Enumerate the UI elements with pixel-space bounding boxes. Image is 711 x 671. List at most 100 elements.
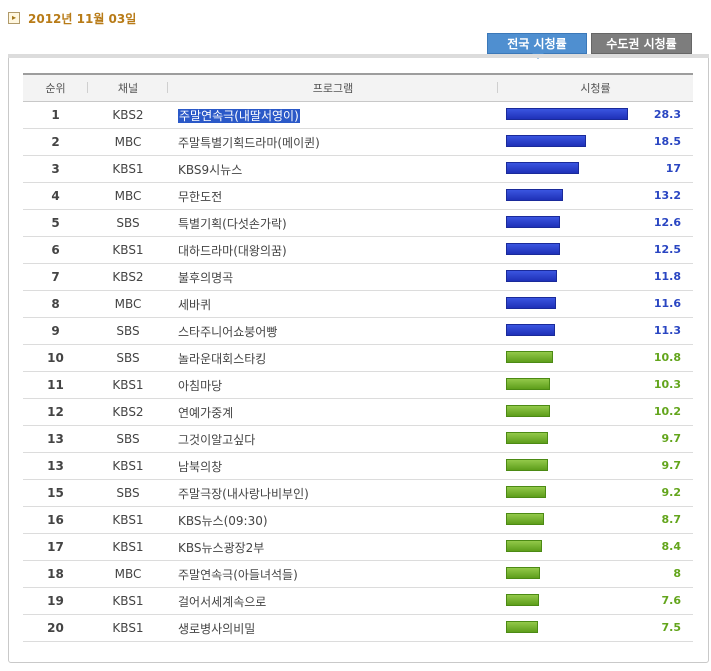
channel-cell: KBS1 (88, 587, 168, 615)
rating-value: 17 (665, 162, 681, 175)
program-title[interactable]: 주말연속극(내딸서영이) (178, 108, 300, 123)
rating-value: 28.3 (653, 108, 681, 121)
rating-bar (506, 351, 553, 363)
program-cell[interactable]: 남북의창 (168, 452, 498, 480)
channel-cell: KBS1 (88, 614, 168, 642)
program-title[interactable]: KBS뉴스광장2부 (178, 540, 265, 555)
rank-cell: 19 (23, 587, 88, 615)
program-cell[interactable]: 연예가중계 (168, 398, 498, 426)
table-row: 19 KBS1 걸어서세계속으로 7.6 (23, 587, 693, 615)
channel-cell: SBS (88, 344, 168, 372)
program-title[interactable]: 대하드라마(대왕의꿈) (178, 243, 287, 258)
rank-cell: 7 (23, 263, 88, 291)
rank-cell: 20 (23, 614, 88, 642)
rating-bar (506, 135, 586, 147)
program-cell[interactable]: 아침마당 (168, 371, 498, 399)
program-cell[interactable]: 무한도전 (168, 182, 498, 210)
program-title[interactable]: 특별기획(다섯손가락) (178, 216, 287, 231)
table-header-row: 순위 채널 프로그램 시청률 (23, 73, 693, 102)
channel-cell: SBS (88, 209, 168, 237)
rating-value: 12.6 (653, 216, 681, 229)
program-title[interactable]: 세바퀴 (178, 297, 212, 312)
program-title[interactable]: 놀라운대회스타킹 (178, 351, 267, 366)
table-row: 20 KBS1 생로병사의비밀 7.5 (23, 614, 693, 642)
rating-cell: 11.8 (498, 263, 693, 291)
program-cell[interactable]: 스타주니어쇼붕어빵 (168, 317, 498, 345)
program-cell[interactable]: 주말연속극(내딸서영이) (168, 101, 498, 129)
program-title[interactable]: 남북의창 (178, 459, 223, 474)
channel-cell: SBS (88, 479, 168, 507)
program-cell[interactable]: 그것이알고싶다 (168, 425, 498, 453)
program-title[interactable]: 생로병사의비밀 (178, 621, 256, 636)
rating-cell: 8.4 (498, 533, 693, 561)
program-cell[interactable]: 걸어서세계속으로 (168, 587, 498, 615)
program-title[interactable]: 걸어서세계속으로 (178, 594, 267, 609)
rank-cell: 4 (23, 182, 88, 210)
rank-cell: 18 (23, 560, 88, 588)
program-cell[interactable]: 놀라운대회스타킹 (168, 344, 498, 372)
col-header-rating: 시청률 (498, 73, 693, 102)
program-cell[interactable]: 대하드라마(대왕의꿈) (168, 236, 498, 264)
program-cell[interactable]: 불후의명곡 (168, 263, 498, 291)
col-header-rank-label: 순위 (45, 82, 66, 95)
tab-capital-rating[interactable]: 수도권 시청률 (591, 33, 692, 54)
tab-national-rating[interactable]: 전국 시청률 (487, 33, 587, 59)
rank-cell: 5 (23, 209, 88, 237)
table-row: 10 SBS 놀라운대회스타킹 10.8 (23, 344, 693, 372)
program-title[interactable]: KBS뉴스(09:30) (178, 513, 268, 528)
program-cell[interactable]: 주말특별기획드라마(메이퀸) (168, 128, 498, 156)
table-row: 2 MBC 주말특별기획드라마(메이퀸) 18.5 (23, 128, 693, 156)
rank-cell: 11 (23, 371, 88, 399)
rating-value: 10.2 (653, 405, 681, 418)
rating-bar (506, 594, 539, 606)
channel-cell: KBS1 (88, 371, 168, 399)
rating-value: 10.8 (653, 351, 681, 364)
program-title[interactable]: KBS9시뉴스 (178, 162, 243, 177)
table-row: 9 SBS 스타주니어쇼붕어빵 11.3 (23, 317, 693, 345)
rating-bar (506, 405, 550, 417)
rating-cell: 18.5 (498, 128, 693, 156)
rating-bar (506, 189, 563, 201)
program-cell[interactable]: KBS뉴스광장2부 (168, 533, 498, 561)
table-row: 6 KBS1 대하드라마(대왕의꿈) 12.5 (23, 236, 693, 264)
program-cell[interactable]: 생로병사의비밀 (168, 614, 498, 642)
program-title[interactable]: 주말연속극(아들녀석들) (178, 567, 298, 582)
table-row: 15 SBS 주말극장(내사랑나비부인) 9.2 (23, 479, 693, 507)
rating-value: 8 (673, 567, 681, 580)
program-cell[interactable]: KBS9시뉴스 (168, 155, 498, 183)
rating-value: 8.7 (661, 513, 682, 526)
program-title[interactable]: 불후의명곡 (178, 270, 234, 285)
rating-value: 11.3 (653, 324, 681, 337)
program-title[interactable]: 아침마당 (178, 378, 223, 393)
rank-cell: 17 (23, 533, 88, 561)
channel-cell: MBC (88, 560, 168, 588)
program-cell[interactable]: KBS뉴스(09:30) (168, 506, 498, 534)
program-title[interactable]: 주말특별기획드라마(메이퀸) (178, 135, 320, 150)
col-header-rank: 순위 (23, 73, 88, 102)
rating-cell: 11.3 (498, 317, 693, 345)
col-header-program: 프로그램 (168, 73, 498, 102)
rating-value: 11.8 (653, 270, 681, 283)
program-title[interactable]: 주말극장(내사랑나비부인) (178, 486, 309, 501)
program-cell[interactable]: 특별기획(다섯손가락) (168, 209, 498, 237)
rating-cell: 17 (498, 155, 693, 183)
rating-value: 8.4 (661, 540, 682, 553)
rank-cell: 10 (23, 344, 88, 372)
rating-value: 9.7 (661, 459, 682, 472)
program-cell[interactable]: 세바퀴 (168, 290, 498, 318)
arrow-right-icon: ▸ (8, 12, 20, 24)
program-title[interactable]: 무한도전 (178, 189, 223, 204)
channel-cell: MBC (88, 182, 168, 210)
rating-bar (506, 540, 542, 552)
program-title[interactable]: 그것이알고싶다 (178, 432, 256, 447)
rating-bar (506, 324, 555, 336)
program-title[interactable]: 연예가중계 (178, 405, 234, 420)
program-cell[interactable]: 주말연속극(아들녀석들) (168, 560, 498, 588)
rating-bar (506, 486, 546, 498)
table-row: 4 MBC 무한도전 13.2 (23, 182, 693, 210)
program-cell[interactable]: 주말극장(내사랑나비부인) (168, 479, 498, 507)
program-title[interactable]: 스타주니어쇼붕어빵 (178, 324, 278, 339)
rating-value: 9.7 (661, 432, 682, 445)
rating-cell: 8 (498, 560, 693, 588)
table-row: 1 KBS2 주말연속극(내딸서영이) 28.3 (23, 101, 693, 129)
